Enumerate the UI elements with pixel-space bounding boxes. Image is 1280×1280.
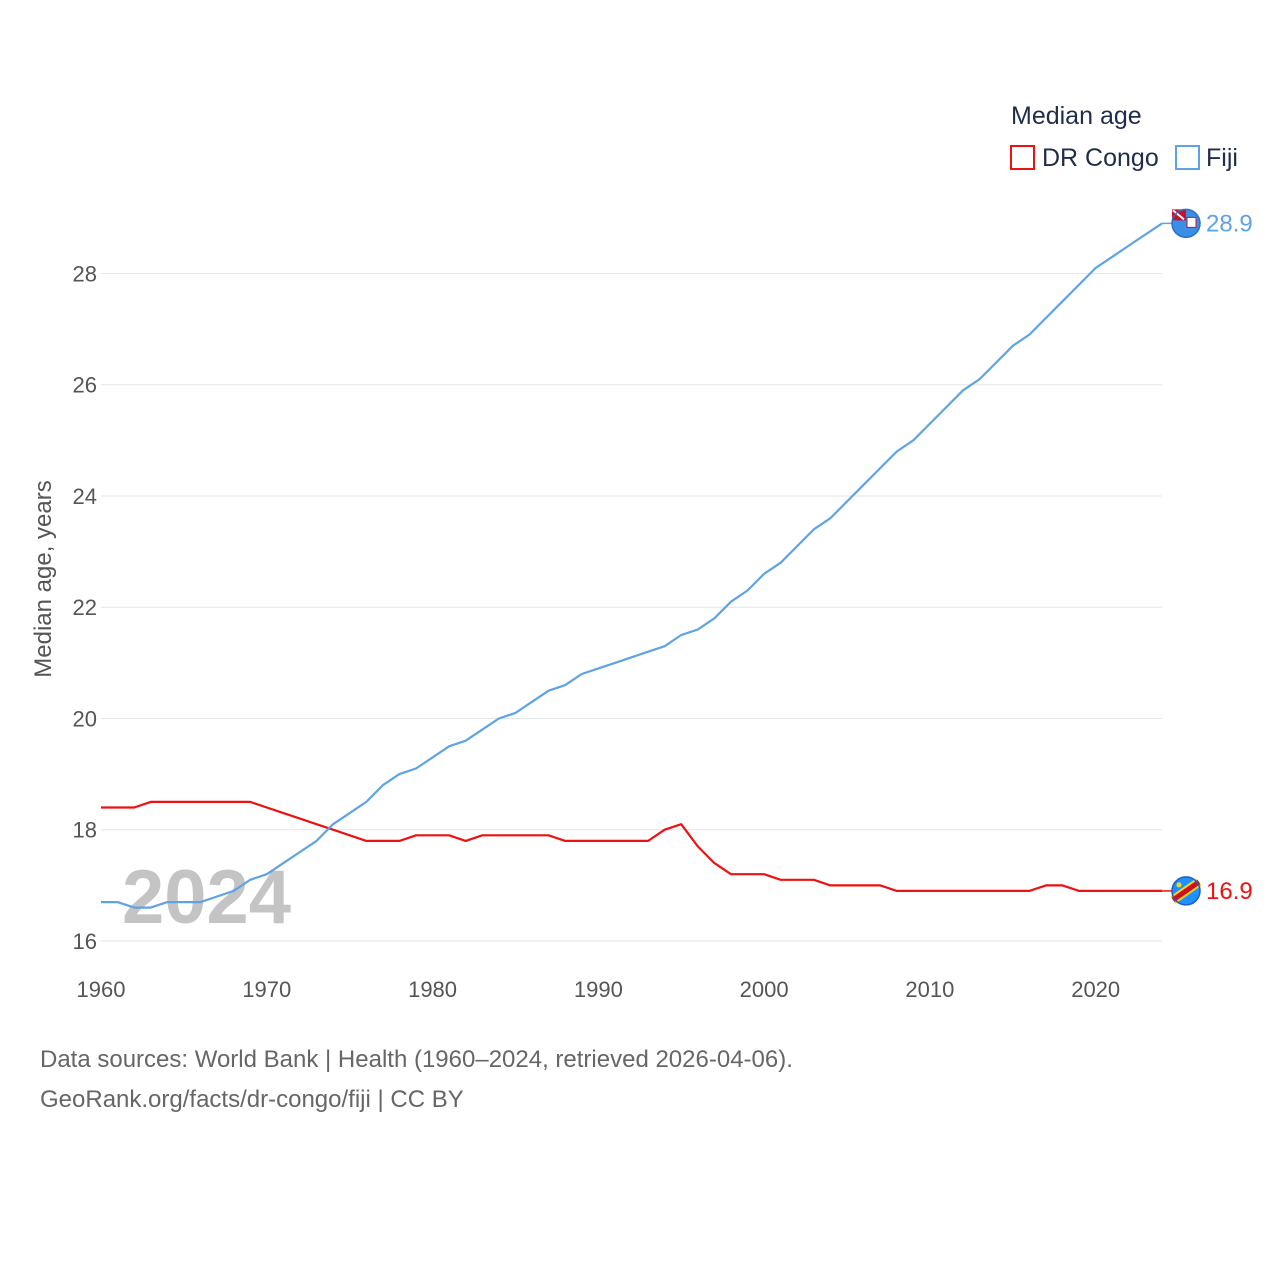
y-tick-label: 26 — [73, 373, 97, 398]
y-tick-label: 18 — [73, 818, 97, 843]
flag-shield — [1186, 216, 1197, 228]
y-axis-ticks: 16 18 20 22 24 26 28 — [73, 261, 97, 954]
flag-union-diagonal — [1172, 209, 1185, 221]
y-tick-label: 16 — [73, 929, 97, 954]
x-tick-label: 1960 — [77, 977, 126, 1002]
y-tick-label: 20 — [73, 706, 97, 731]
credit-link[interactable]: GeoRank.org/facts/dr-congo/fiji | CC BY — [40, 1086, 464, 1113]
legend: Median age DR Congo Fiji — [1010, 102, 1238, 172]
y-tick-label: 28 — [73, 261, 97, 286]
y-axis-title: Median age, years — [30, 480, 57, 677]
flag-border — [1171, 876, 1201, 906]
flag-icon-fiji — [1171, 208, 1201, 239]
flag-border — [1171, 208, 1201, 239]
legend-title: Median age — [1011, 102, 1142, 130]
y-tick-label: 24 — [73, 484, 97, 509]
x-tick-label: 2000 — [740, 977, 789, 1002]
series-line-dr-congo — [101, 800, 1162, 893]
flag-icon-dr-congo — [1170, 876, 1202, 906]
x-tick-label: 1990 — [574, 977, 623, 1002]
end-value-label-fiji: 28.9 — [1206, 210, 1253, 237]
legend-swatch-fiji — [1175, 145, 1200, 170]
year-watermark: 2024 — [122, 855, 291, 940]
legend-swatch-dr-congo — [1010, 145, 1035, 170]
end-value-label-dr-congo: 16.9 — [1206, 878, 1253, 905]
flag-star — [1176, 882, 1182, 888]
legend-label-dr-congo[interactable]: DR Congo — [1042, 144, 1159, 172]
median-age-chart: 16 18 20 22 24 26 28 1960 1970 1980 1990 2000 2010 2… — [30, 102, 1253, 1002]
x-tick-label: 2020 — [1071, 977, 1120, 1002]
x-tick-label: 2010 — [905, 977, 954, 1002]
series-lines — [101, 222, 1163, 909]
x-tick-label: 1980 — [408, 977, 457, 1002]
x-tick-label: 1970 — [242, 977, 291, 1002]
data-sources-note: Data sources: World Bank | Health (1960–… — [40, 1046, 793, 1073]
gridlines — [101, 272, 1162, 942]
x-axis-ticks: 1960 1970 1980 1990 2000 2010 2020 — [77, 977, 1121, 1002]
y-tick-label: 22 — [73, 595, 97, 620]
legend-label-fiji[interactable]: Fiji — [1206, 144, 1238, 172]
series-line-fiji — [101, 222, 1163, 909]
flag-stripe-red — [1171, 879, 1201, 902]
series-end-markers: 16.9 28.9 — [1162, 208, 1253, 906]
